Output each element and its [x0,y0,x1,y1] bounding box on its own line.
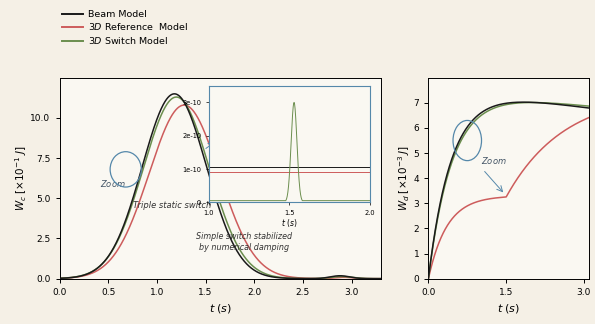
Y-axis label: $W_d\;[\times 10^{-3}\;J]$: $W_d\;[\times 10^{-3}\;J]$ [396,145,412,211]
X-axis label: $t\;(s)$: $t\;(s)$ [497,302,520,315]
Y-axis label: $W_c\;[\times 10^{-1}\;J]$: $W_c\;[\times 10^{-1}\;J]$ [13,145,29,211]
Text: Simple switch stabilized
by numerical damping: Simple switch stabilized by numerical da… [196,232,293,252]
Text: $Zoom$: $Zoom$ [101,178,126,189]
Text: $Zoom$: $Zoom$ [211,122,239,133]
Legend: Beam Model, $3D$ Reference  Model, $3D$ Switch Model: Beam Model, $3D$ Reference Model, $3D$ S… [58,6,192,50]
Text: $Zoom$: $Zoom$ [481,156,507,167]
X-axis label: $t\;(s)$: $t\;(s)$ [209,302,231,315]
Text: Triple static switch: Triple static switch [133,201,211,210]
